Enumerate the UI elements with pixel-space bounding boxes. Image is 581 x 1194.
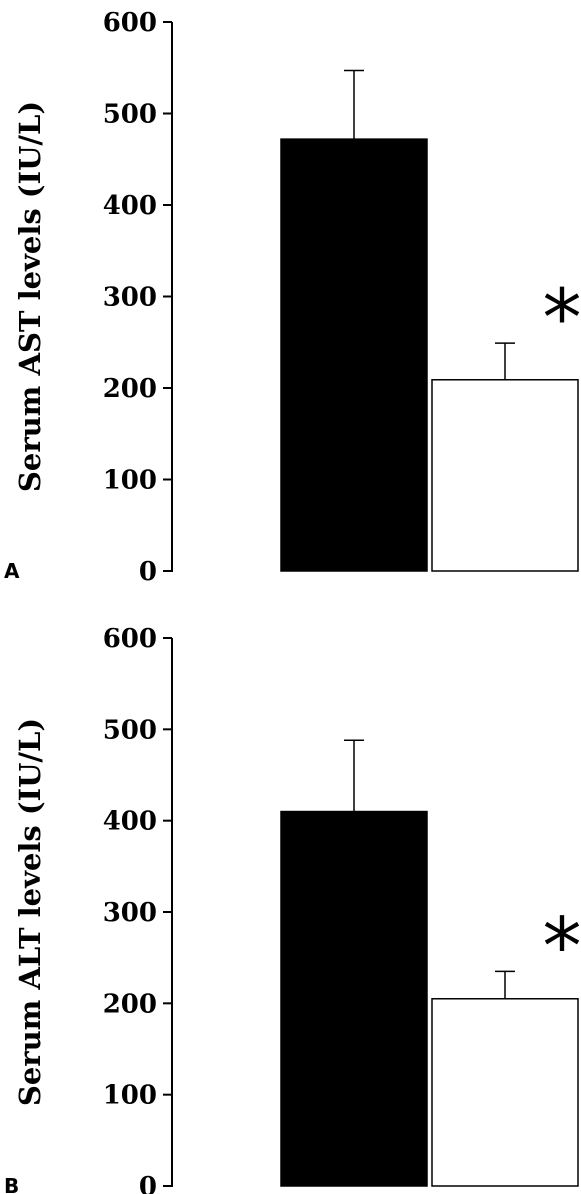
panel-a-bar <box>280 138 428 572</box>
panel-b-y-tick-label: 100 <box>103 1081 157 1111</box>
panel-b-y-axis-label: Serum ALT levels (IU/L) <box>13 718 47 1106</box>
panel-b-y-tick-label: 300 <box>103 898 157 928</box>
panel-a-y-tick-label: 100 <box>103 466 157 496</box>
panel-b-label: B <box>4 1174 19 1194</box>
panel-b-chart: 0 100 200 300 400 500 600 * Serum ALT levels (IU… <box>4 624 581 1194</box>
panel-a-y-tick-label: 0 <box>139 557 157 587</box>
panel-b-bar <box>280 810 428 1187</box>
panel-a-y-tick-label: 500 <box>103 100 157 130</box>
panel-a-y-tick-label: 200 <box>103 374 157 404</box>
panel-b-y-tick-label: 200 <box>103 989 157 1019</box>
panel-a-chart: 0 100 200 300 400 500 600 * Serum AST levels (IU… <box>4 8 581 587</box>
panel-a-y-tick-label: 600 <box>103 8 157 38</box>
panel-a-y-tick-label: 400 <box>103 191 157 221</box>
panel-a-label: A <box>4 559 20 583</box>
panel-b-y-tick-label: 0 <box>139 1172 157 1194</box>
panel-a-y-axis-label: Serum AST levels (IU/L) <box>13 101 47 492</box>
panel-a-y-tick-label: 300 <box>103 283 157 313</box>
panel-b-y-tick-label: 400 <box>103 807 157 837</box>
panel-a-significance-asterisk: * <box>543 274 581 364</box>
panel-b-significance-asterisk: * <box>543 902 581 992</box>
panel-b-bar <box>431 998 579 1187</box>
panel-b-y-tick-label: 500 <box>103 715 157 745</box>
panel-a-bar <box>431 379 579 572</box>
panel-b-y-tick-label: 600 <box>103 624 157 654</box>
